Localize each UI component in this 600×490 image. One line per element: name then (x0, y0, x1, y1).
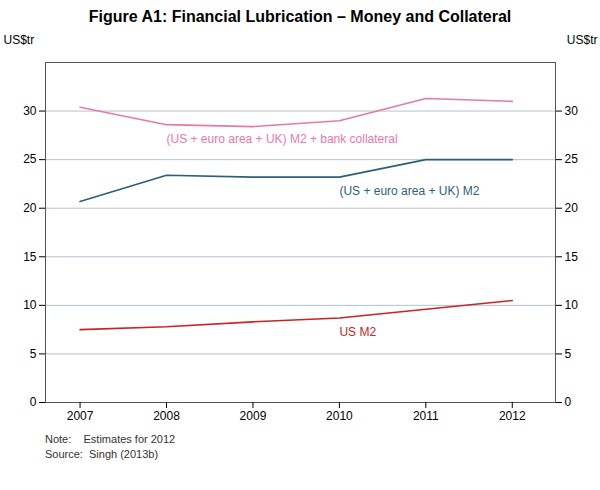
svg-text:5: 5 (565, 347, 572, 361)
svg-text:(US + euro area + UK) M2 + ban: (US + euro area + UK) M2 + bank collater… (167, 132, 398, 146)
svg-text:2007: 2007 (67, 409, 94, 423)
svg-text:15: 15 (565, 250, 579, 264)
svg-text:2008: 2008 (153, 409, 180, 423)
svg-text:US$tr: US$tr (567, 33, 598, 47)
svg-text:5: 5 (30, 347, 37, 361)
svg-text:30: 30 (565, 104, 579, 118)
html-text:Note: Estimates for 2012: Note: Estimates for 2012 (45, 433, 176, 445)
svg-text:10: 10 (565, 298, 579, 312)
svg-text:20: 20 (23, 201, 37, 215)
svg-text:0: 0 (565, 395, 572, 409)
svg-text:US$tr: US$tr (4, 33, 35, 47)
html-text:Figure A1: Financial Lubricati: Figure A1: Financial Lubrication – Money… (88, 8, 512, 25)
svg-text:2009: 2009 (240, 409, 267, 423)
svg-text:25: 25 (23, 152, 37, 166)
svg-text:25: 25 (565, 152, 579, 166)
svg-text:0: 0 (30, 395, 37, 409)
svg-text:30: 30 (23, 104, 37, 118)
svg-text:(US + euro area + UK) M2: (US + euro area + UK) M2 (339, 184, 479, 198)
svg-text:2010: 2010 (326, 409, 353, 423)
svg-text:20: 20 (565, 201, 579, 215)
svg-text:US M2: US M2 (339, 325, 376, 339)
svg-text:15: 15 (23, 250, 37, 264)
svg-text:10: 10 (23, 298, 37, 312)
svg-text:2012: 2012 (499, 409, 526, 423)
html-text:Source: Singh (2013b): Source: Singh (2013b) (45, 448, 159, 460)
svg-text:2011: 2011 (413, 409, 439, 423)
